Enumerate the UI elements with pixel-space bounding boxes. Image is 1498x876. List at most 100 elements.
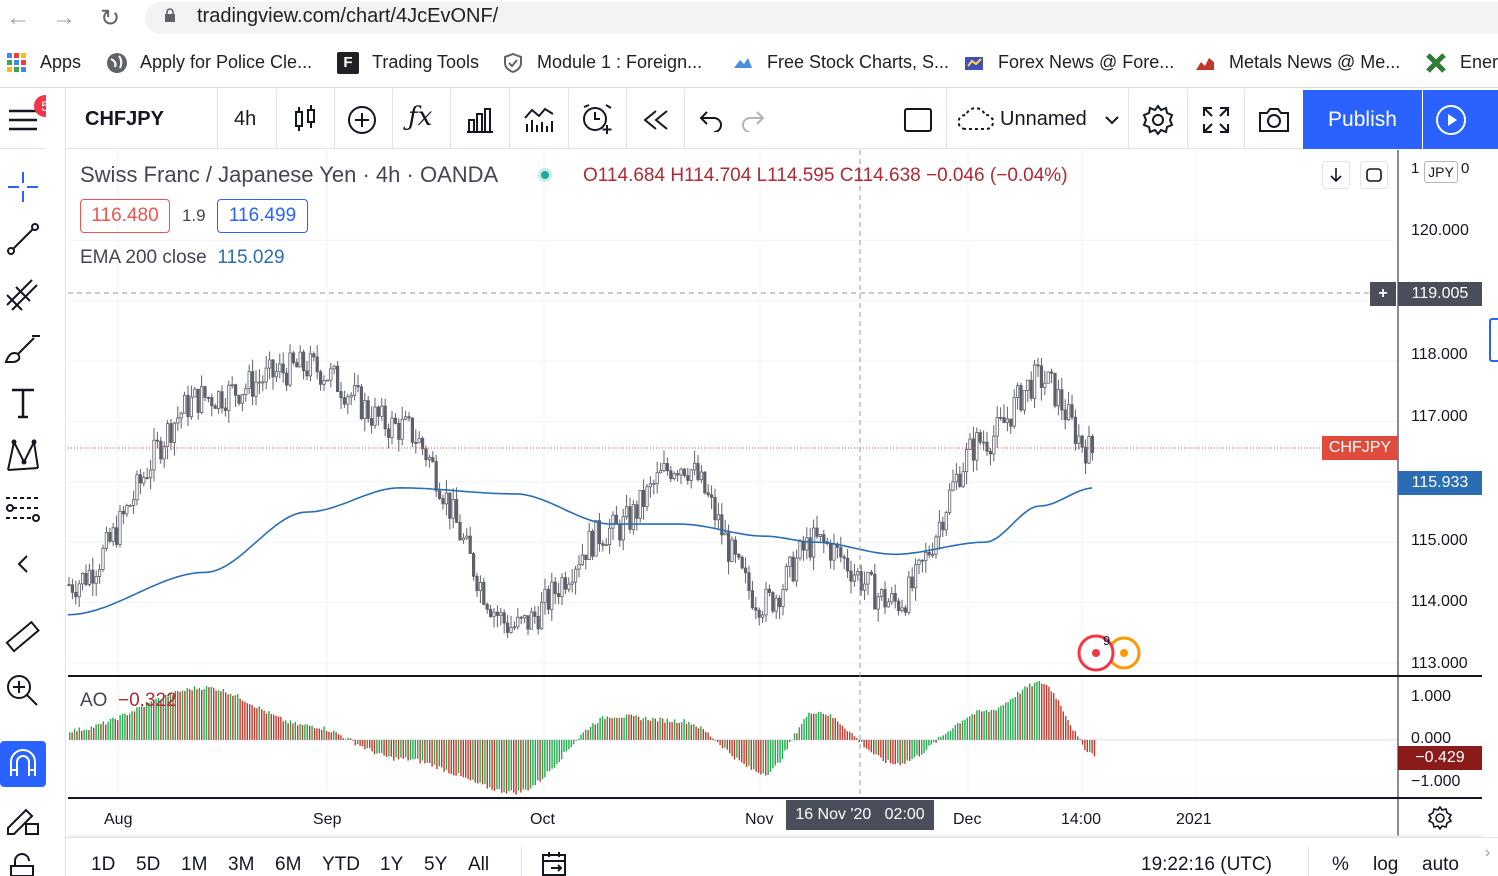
ao-bar xyxy=(729,739,731,754)
candles-style-icon[interactable] xyxy=(292,104,318,134)
ruler-measure-icon[interactable] xyxy=(4,618,42,656)
range-all[interactable]: All xyxy=(468,854,490,875)
bookmark-apps[interactable]: Apps xyxy=(40,52,82,72)
scroll-to-bottom-button[interactable] xyxy=(1322,161,1350,189)
fib-pitchfork-icon[interactable] xyxy=(4,277,40,313)
lock-drawing-icon[interactable] xyxy=(4,800,40,836)
zoom-in-icon[interactable] xyxy=(5,673,39,707)
ao-bar xyxy=(904,739,906,764)
scroll-right-icon[interactable]: › xyxy=(1485,844,1491,861)
symbol-search-button[interactable]: CHFJPY xyxy=(85,108,164,130)
menu-hamburger-icon[interactable] xyxy=(8,107,38,133)
crosshair xyxy=(68,150,1370,797)
candle-body xyxy=(750,590,755,609)
back-arrow-icon[interactable]: ← xyxy=(6,4,30,31)
crosshair-icon[interactable] xyxy=(6,170,40,204)
reload-icon[interactable]: ↻ xyxy=(100,5,121,32)
candle-body xyxy=(165,423,170,448)
replay-rewind-icon[interactable] xyxy=(642,108,670,132)
fullscreen-layout-icon[interactable] xyxy=(903,107,933,133)
price-label: 114.000 xyxy=(1411,593,1468,610)
buy-price-box[interactable]: 116.499 xyxy=(217,199,308,233)
crosshair-add-button[interactable]: + xyxy=(1370,282,1396,306)
templates-icon[interactable] xyxy=(523,104,555,134)
ao-bar xyxy=(585,729,587,740)
forward-arrow-icon[interactable]: → xyxy=(52,4,76,31)
side-panel-handle[interactable] xyxy=(1489,318,1498,362)
url-box[interactable] xyxy=(145,2,1498,34)
prediction-tool-icon[interactable] xyxy=(4,492,42,526)
ao-bar xyxy=(285,720,287,740)
bookmark-police[interactable]: Apply for Police Cle... xyxy=(140,52,313,72)
candle-body xyxy=(155,439,159,442)
range-1m[interactable]: 1M xyxy=(181,854,208,875)
axis-settings-gear-icon[interactable] xyxy=(1428,806,1452,830)
apps-grid-icon[interactable] xyxy=(6,52,28,74)
range-1d[interactable]: 1D xyxy=(91,854,116,875)
lock-all-icon[interactable] xyxy=(8,852,36,876)
range-1y[interactable]: 1Y xyxy=(380,854,404,875)
ao-bar xyxy=(750,739,752,770)
alerts-marker-icon[interactable] xyxy=(1074,632,1146,672)
currency-label[interactable]: JPY xyxy=(1424,161,1458,183)
maximize-pane-button[interactable] xyxy=(1360,161,1388,189)
candle-body xyxy=(339,391,343,399)
cloud-layout-icon[interactable] xyxy=(957,107,995,133)
range-3m[interactable]: 3M xyxy=(228,854,255,875)
auto-toggle[interactable]: auto xyxy=(1422,854,1459,875)
ao-bar xyxy=(945,733,947,740)
candle-body xyxy=(720,514,724,536)
range-ytd[interactable]: YTD xyxy=(322,854,360,875)
compare-add-icon[interactable] xyxy=(347,105,377,135)
ao-bar xyxy=(265,713,268,740)
sell-price-box[interactable]: 116.480 xyxy=(80,199,170,233)
range-5d[interactable]: 5D xyxy=(136,854,161,875)
url-text[interactable]: tradingview.com/chart/4JcEvONF/ xyxy=(197,5,499,27)
brush-icon[interactable] xyxy=(4,332,42,366)
candle-body xyxy=(570,581,574,585)
trend-line-icon[interactable] xyxy=(6,222,40,256)
pattern-tool-icon[interactable] xyxy=(4,436,42,474)
candle-body xyxy=(563,577,568,590)
range-5y[interactable]: 5Y xyxy=(424,854,448,875)
alert-clock-icon[interactable] xyxy=(581,103,613,135)
bookmark-module1[interactable]: Module 1 : Foreign... xyxy=(537,52,703,72)
ao-legend[interactable]: AO −0.322 xyxy=(80,690,177,712)
candle-body xyxy=(499,612,503,616)
camera-snapshot-icon[interactable] xyxy=(1257,106,1291,134)
bookmark-trading-tools[interactable]: Trading Tools xyxy=(372,52,480,72)
collapse-chevron-icon[interactable] xyxy=(12,552,34,576)
utc-clock[interactable]: 19:22:16 (UTC) xyxy=(1141,854,1272,875)
ao-legend-label: AO xyxy=(80,690,108,711)
indicators-fx-icon[interactable]: ƒx xyxy=(408,102,433,132)
layout-name-button[interactable]: Unnamed xyxy=(1000,108,1087,130)
chart-legend-title[interactable]: Swiss Franc / Japanese Yen · 4h · OANDA xyxy=(80,162,499,187)
publish-button[interactable]: Publish xyxy=(1303,90,1422,149)
ao-bar xyxy=(556,739,558,765)
undo-icon[interactable] xyxy=(698,108,724,132)
bookmark-forex-news[interactable]: Forex News @ Fore... xyxy=(998,52,1175,72)
text-tool-icon[interactable] xyxy=(8,386,38,420)
magnet-mode-button[interactable] xyxy=(0,741,46,787)
date-range-icon[interactable] xyxy=(541,851,569,876)
bookmark-energy[interactable]: Energ xyxy=(1460,52,1498,72)
log-toggle[interactable]: log xyxy=(1373,854,1399,875)
chevron-down-icon[interactable] xyxy=(1104,114,1120,126)
range-6m[interactable]: 6M xyxy=(275,854,302,875)
ao-bar xyxy=(337,734,340,740)
bookmark-metals-news[interactable]: Metals News @ Me... xyxy=(1229,52,1401,72)
redo-icon[interactable] xyxy=(740,108,766,132)
candle-body xyxy=(897,600,901,612)
settings-gear-icon[interactable] xyxy=(1142,104,1174,136)
candle-body xyxy=(523,615,527,619)
ema-legend[interactable]: EMA 200 close 115.029 xyxy=(80,247,285,269)
candle-body xyxy=(427,457,432,461)
financials-bars-icon[interactable] xyxy=(465,106,495,134)
percent-toggle[interactable]: % xyxy=(1332,854,1349,875)
interval-button[interactable]: 4h xyxy=(234,108,257,130)
fullscreen-expand-icon[interactable] xyxy=(1202,106,1230,134)
bookmark-free-stock[interactable]: Free Stock Charts, S... xyxy=(767,52,950,72)
play-button[interactable] xyxy=(1423,90,1498,149)
candle-body xyxy=(227,384,231,411)
